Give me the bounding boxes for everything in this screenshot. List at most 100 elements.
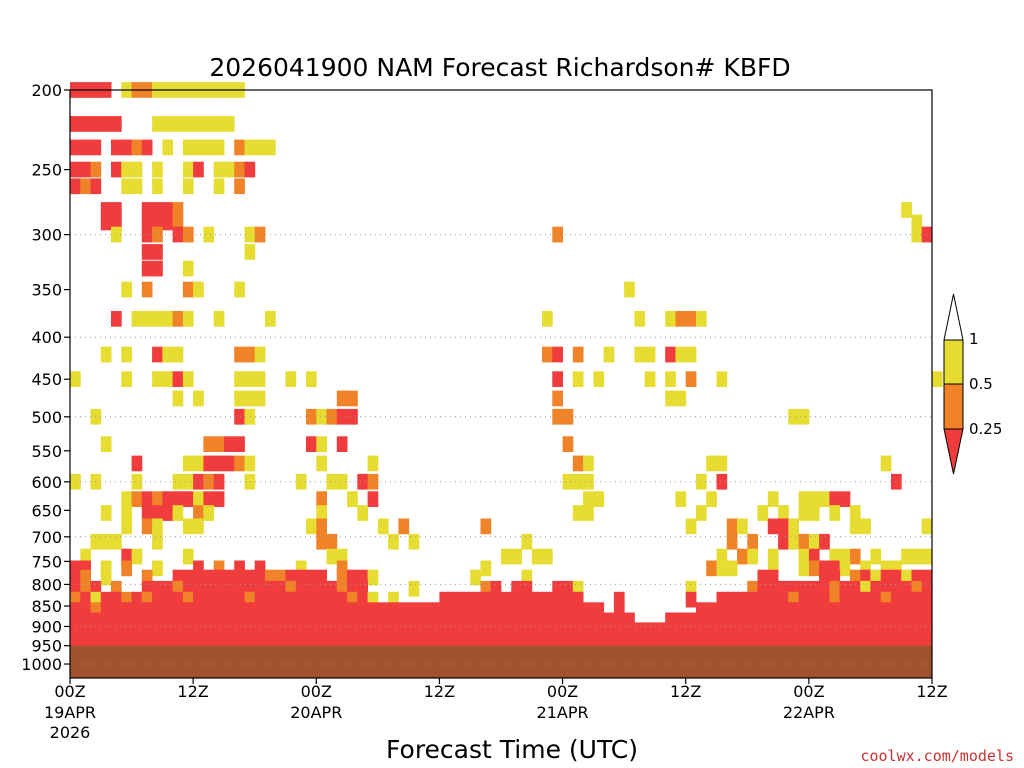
- data-cell: [172, 202, 184, 218]
- data-cell: [737, 548, 748, 565]
- data-cell: [613, 632, 625, 648]
- data-cell: [172, 612, 184, 629]
- data-cell: [131, 591, 143, 608]
- data-cell: [860, 591, 871, 608]
- data-cell: [336, 473, 348, 490]
- y-tick-label: 1000: [21, 655, 62, 674]
- data-cell: [203, 505, 215, 521]
- data-cell: [111, 116, 122, 132]
- data-cell: [254, 346, 266, 363]
- data-cell: [275, 580, 286, 597]
- data-cell: [388, 622, 399, 639]
- data-cell: [223, 632, 235, 648]
- data-cell: [193, 281, 204, 298]
- data-cell: [306, 622, 317, 639]
- data-cell: [285, 622, 297, 639]
- data-cell: [141, 244, 153, 260]
- data-cell: [685, 622, 697, 639]
- data-cell: [295, 569, 307, 586]
- data-cell: [696, 311, 707, 327]
- data-cell: [901, 569, 912, 586]
- data-cell: [234, 346, 245, 363]
- data-cell: [234, 371, 245, 387]
- data-cell: [921, 569, 933, 586]
- data-cell: [326, 602, 338, 618]
- data-cell: [336, 602, 348, 618]
- data-cell: [234, 602, 245, 618]
- data-cell: [121, 139, 132, 156]
- data-cell: [737, 612, 748, 629]
- data-cell: [552, 580, 563, 597]
- data-cell: [162, 214, 174, 231]
- data-cell: [716, 560, 728, 577]
- data-cell: [583, 473, 594, 490]
- data-cell: [521, 533, 533, 550]
- data-cell: [388, 602, 399, 618]
- data-cell: [737, 591, 748, 608]
- data-cell: [706, 632, 717, 648]
- data-cell: [131, 602, 143, 618]
- data-cell: [377, 632, 389, 648]
- data-cell: [511, 602, 522, 618]
- data-cell: [152, 226, 163, 243]
- data-cell: [891, 473, 902, 490]
- data-cell: [819, 580, 830, 597]
- data-cell: [665, 346, 676, 363]
- data-cell: [203, 491, 215, 507]
- data-cell: [747, 632, 758, 648]
- data-cell: [100, 505, 112, 521]
- data-cell: [213, 116, 225, 132]
- data-cell: [336, 580, 348, 597]
- data-cell: [819, 591, 830, 608]
- data-cell: [819, 632, 830, 648]
- data-cell: [603, 346, 615, 363]
- data-cell: [593, 602, 605, 618]
- data-cell: [542, 612, 553, 629]
- data-cell: [141, 139, 153, 156]
- data-cell: [829, 560, 841, 577]
- data-cell: [860, 602, 871, 618]
- chart-title: 2026041900 NAM Forecast Richardson# KBFD: [209, 53, 790, 82]
- data-cell: [870, 580, 882, 597]
- data-cell: [921, 591, 933, 608]
- data-cell: [716, 455, 728, 472]
- data-cell: [203, 569, 215, 586]
- data-cell: [716, 622, 728, 639]
- data-cell: [552, 622, 563, 639]
- data-cell: [737, 518, 748, 535]
- data-cell: [152, 518, 163, 535]
- data-cell: [808, 548, 820, 565]
- legend-label: 1: [969, 330, 979, 348]
- data-cell: [254, 569, 266, 586]
- data-cell: [141, 214, 153, 231]
- data-cell: [531, 612, 543, 629]
- data-cell: [665, 390, 676, 407]
- data-cell: [429, 602, 440, 618]
- data-cell: [891, 622, 902, 639]
- data-cell: [131, 473, 143, 490]
- data-cell: [234, 632, 245, 648]
- data-cell: [849, 632, 861, 648]
- x-axis-label: Forecast Time (UTC): [386, 735, 638, 764]
- data-cell: [316, 408, 327, 425]
- data-cell: [357, 602, 368, 618]
- data-cell: [398, 632, 410, 648]
- data-cell: [808, 560, 820, 577]
- data-cell: [367, 612, 379, 629]
- data-cell: [747, 591, 758, 608]
- data-cell: [213, 436, 225, 452]
- data-cell: [182, 260, 194, 277]
- data-cell: [70, 116, 81, 132]
- data-cell: [675, 390, 687, 407]
- data-cell: [921, 518, 933, 535]
- data-cell: [357, 622, 368, 639]
- data-cell: [213, 602, 225, 618]
- data-cell: [121, 612, 132, 629]
- data-cell: [141, 580, 153, 597]
- data-cell: [90, 139, 102, 156]
- data-cell: [275, 622, 286, 639]
- data-cell: [552, 408, 563, 425]
- data-cell: [531, 632, 543, 648]
- data-cell: [572, 580, 584, 597]
- data-cell: [131, 548, 143, 565]
